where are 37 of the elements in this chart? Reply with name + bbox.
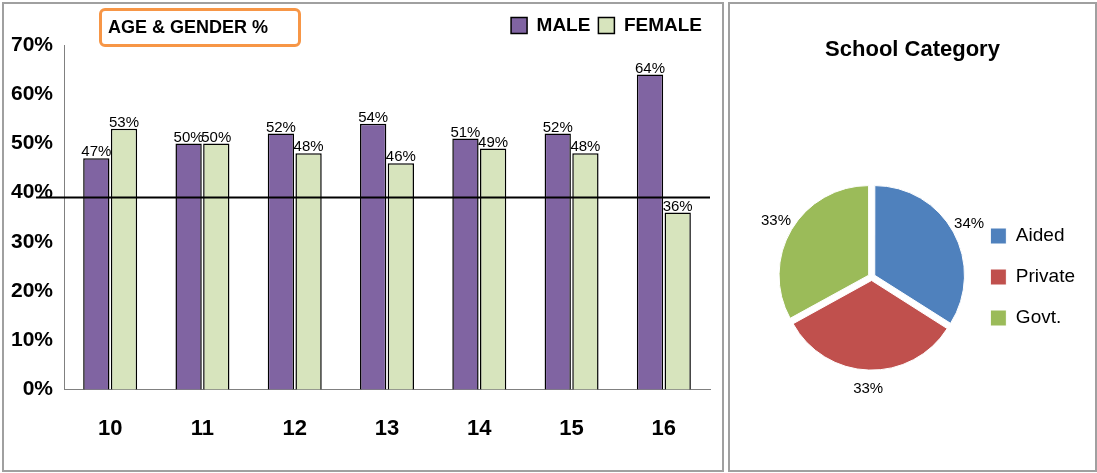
y-tick-label: 50% bbox=[11, 130, 54, 154]
data-label: 52% bbox=[265, 117, 296, 135]
legend-label: Aided bbox=[1015, 224, 1065, 246]
chart-title: AGE & GENDER % bbox=[99, 8, 302, 47]
data-label: 52% bbox=[542, 117, 573, 135]
x-tick-label: 10 bbox=[97, 414, 123, 440]
data-label: 36% bbox=[662, 196, 693, 214]
x-tick-label: 14 bbox=[467, 414, 493, 440]
y-tick-label: 40% bbox=[11, 179, 54, 203]
data-label: 54% bbox=[358, 107, 389, 125]
data-label: 33% bbox=[760, 211, 791, 229]
data-label: 33% bbox=[853, 379, 884, 397]
data-label: 51% bbox=[450, 122, 481, 140]
data-label: 64% bbox=[635, 58, 666, 76]
y-tick-label: 20% bbox=[11, 277, 54, 301]
data-label: 47% bbox=[81, 142, 112, 160]
x-tick-label: 16 bbox=[651, 414, 677, 440]
legend-label: Private bbox=[1015, 265, 1076, 287]
y-tick-label: 60% bbox=[11, 81, 54, 105]
data-label: 34% bbox=[954, 214, 985, 232]
y-tick-label: 30% bbox=[11, 228, 54, 252]
data-label: 50% bbox=[201, 127, 232, 145]
legend-label: MALE bbox=[536, 13, 591, 35]
data-label: 53% bbox=[109, 112, 140, 130]
data-label: 48% bbox=[293, 137, 324, 155]
legend-label: FEMALE bbox=[623, 13, 702, 35]
x-tick-label: 13 bbox=[374, 414, 400, 440]
data-label: 46% bbox=[385, 147, 416, 165]
x-tick-label: 12 bbox=[282, 414, 307, 440]
x-tick-label: 15 bbox=[559, 414, 584, 440]
chart-title: School Category bbox=[824, 36, 1001, 62]
legend-label: Govt. bbox=[1015, 306, 1062, 328]
y-tick-label: 70% bbox=[11, 31, 54, 55]
data-label: 50% bbox=[173, 127, 204, 145]
y-tick-label: 10% bbox=[11, 327, 54, 351]
y-tick-label: 0% bbox=[22, 376, 54, 400]
x-tick-label: 11 bbox=[190, 414, 215, 440]
